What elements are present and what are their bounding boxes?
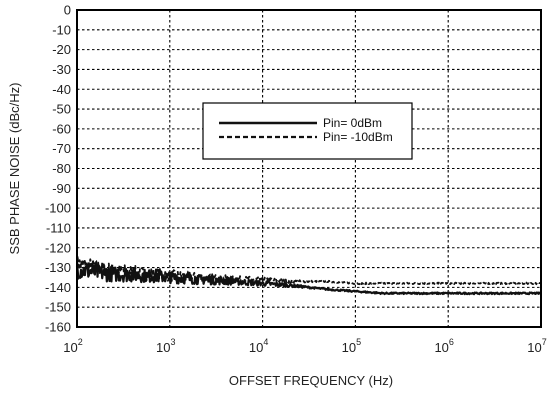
x-tick-label: 105 bbox=[342, 337, 361, 355]
x-tick-label: 107 bbox=[527, 337, 546, 355]
y-tick-label: 0 bbox=[64, 3, 71, 18]
y-tick-label: -130 bbox=[45, 260, 71, 275]
y-axis-ticks: 0 -10 -20 -30 -40 -50 -60 -70 -80 -90 -100 -110 -120… bbox=[45, 3, 71, 335]
x-axis-title: OFFSET FREQUENCY (Hz) bbox=[229, 373, 393, 388]
y-tick-label: -30 bbox=[52, 62, 71, 77]
y-tick-label: -150 bbox=[45, 300, 71, 315]
y-tick-label: -110 bbox=[46, 220, 71, 235]
y-tick-label: -70 bbox=[52, 141, 71, 156]
legend-box bbox=[202, 102, 413, 160]
x-tick-label: 104 bbox=[249, 337, 268, 355]
y-tick-label: -40 bbox=[52, 82, 71, 97]
y-axis-title: SSB PHASE NOISE (dBc/Hz) bbox=[7, 83, 22, 255]
y-tick-label: -140 bbox=[45, 280, 71, 295]
y-tick-label: -20 bbox=[52, 42, 71, 57]
y-tick-label: -60 bbox=[52, 121, 71, 136]
legend-label-pin-0dbm: Pin= 0dBm bbox=[323, 116, 382, 130]
plot-frame bbox=[76, 9, 542, 328]
legend: Pin= 0dBm Pin= -10dBm bbox=[202, 102, 413, 160]
series-group bbox=[75, 255, 542, 296]
legend-label-pin-minus10dbm: Pin= -10dBm bbox=[323, 130, 393, 144]
x-tick-label: 106 bbox=[434, 337, 453, 355]
x-tick-label: 102 bbox=[63, 337, 82, 355]
y-tick-label: -50 bbox=[52, 102, 71, 117]
series-line-pin-0dbm bbox=[75, 263, 542, 296]
x-tick-label: 103 bbox=[156, 337, 175, 355]
y-tick-label: -120 bbox=[45, 240, 71, 255]
x-axis-ticks: 102 103 104 105 106 107 bbox=[63, 337, 546, 355]
y-tick-label: -100 bbox=[45, 201, 71, 216]
y-tick-label: -90 bbox=[52, 181, 71, 196]
y-tick-label: -80 bbox=[52, 161, 71, 176]
y-tick-label: -160 bbox=[45, 320, 71, 335]
y-tick-label: -10 bbox=[52, 22, 71, 37]
